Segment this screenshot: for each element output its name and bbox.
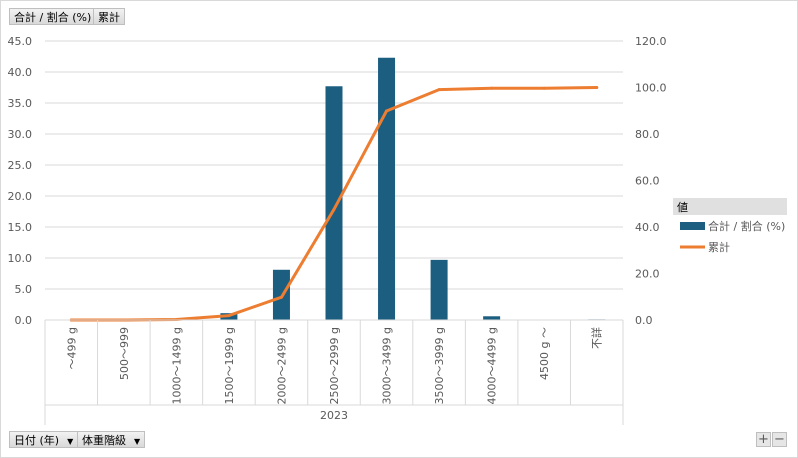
right-tick-label: 40.0 — [635, 221, 660, 234]
x-axis: ～499 g 500～999 1000～1499 g 1500～1999 g 2000～… — [44, 319, 624, 425]
category-label: 不詳 — [590, 327, 604, 349]
category-label: 3000～3499 g — [381, 327, 394, 404]
right-tick-label: 0.0 — [635, 314, 653, 327]
left-tick-label: 45.0 — [8, 35, 33, 48]
left-tick-label: 10.0 — [8, 252, 33, 265]
line-point — [385, 109, 389, 113]
legend-title: 値 — [677, 201, 688, 214]
legend: 値合計 / 割合 (%) 累計 — [673, 198, 787, 254]
bar — [483, 316, 501, 320]
left-tick-label: 15.0 — [8, 221, 33, 234]
line-point — [332, 207, 336, 211]
collapse-button[interactable]: − — [772, 432, 787, 447]
line-point — [542, 86, 546, 90]
right-tick-label: 120.0 — [635, 35, 667, 48]
category-label: 500～999 — [118, 327, 131, 380]
bar — [325, 86, 343, 320]
category-label: 4500 g ～ — [538, 327, 551, 380]
dropdown-arrow-icon: ▼ — [134, 436, 141, 446]
legend-bar-swatch — [680, 222, 705, 230]
date-field-label: 日付 (年) — [14, 434, 60, 447]
bar — [430, 259, 448, 320]
legend-header — [673, 198, 787, 215]
right-tick-label: 60.0 — [635, 175, 660, 188]
right-axis-ticks: 0.0 20.0 40.0 60.0 80.0 100.0 120.0 — [635, 35, 667, 327]
bar — [378, 57, 396, 321]
values-field-button[interactable]: 合計 / 割合 (%) — [9, 8, 97, 25]
left-tick-label: 0.0 — [15, 314, 33, 327]
category-label: 2500～2999 g — [328, 327, 341, 404]
category-label: 4000～4499 g — [486, 327, 499, 404]
category-label: 1500～1999 g — [223, 327, 236, 404]
right-tick-label: 20.0 — [635, 268, 660, 281]
left-tick-label: 20.0 — [8, 190, 33, 203]
left-tick-label: 35.0 — [8, 97, 33, 110]
line-point — [227, 314, 231, 318]
legend-item: 合計 / 割合 (%) — [708, 219, 785, 233]
weight-field-label: 体重階級 — [82, 434, 126, 447]
category-label: 1000～1499 g — [170, 327, 183, 404]
weight-field-button[interactable]: 体重階級 ▼ — [77, 431, 146, 448]
category-label: ～499 g — [65, 327, 78, 369]
right-tick-label: 80.0 — [635, 128, 660, 141]
left-axis-ticks: 0.0 5.0 10.0 15.0 20.0 25.0 30.0 35.0 40.0 45.0 — [8, 35, 33, 327]
line-point — [437, 88, 441, 92]
line-point — [490, 86, 494, 90]
cumulative-field-button[interactable]: 累計 — [93, 8, 125, 25]
left-tick-label: 25.0 — [8, 159, 33, 172]
dropdown-arrow-icon: ▼ — [67, 436, 74, 446]
group-label: 2023 — [320, 409, 348, 422]
category-label: 2000～2499 g — [275, 327, 288, 404]
left-tick-label: 30.0 — [8, 128, 33, 141]
legend-item: 累計 — [708, 240, 730, 254]
bar-series — [220, 57, 606, 321]
left-tick-label: 5.0 — [15, 283, 33, 296]
date-field-button[interactable]: 日付 (年) ▼ — [9, 431, 79, 448]
line-point — [595, 86, 599, 89]
expand-button[interactable]: + — [756, 432, 771, 447]
left-tick-label: 40.0 — [8, 66, 33, 79]
right-tick-label: 100.0 — [635, 82, 667, 95]
line-point — [279, 295, 283, 299]
category-label: 3500～3999 g — [433, 327, 446, 404]
